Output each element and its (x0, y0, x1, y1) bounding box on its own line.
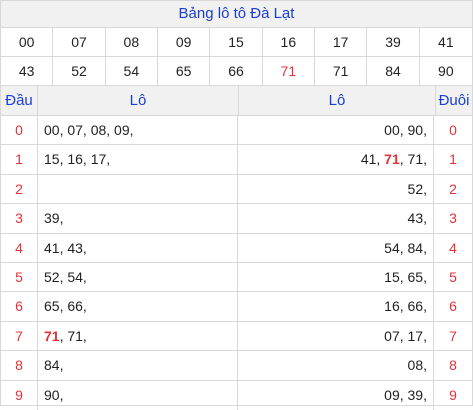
tail-digit: 9 (433, 380, 472, 410)
drawn-number: 90 (419, 57, 472, 86)
lo-right-cell: 00, 90, (237, 116, 433, 145)
drawn-number: 84 (367, 57, 420, 86)
lo-right-cell: 52, (237, 174, 433, 204)
lo-left-cell: 65, 66, (37, 292, 237, 321)
head-digit: 4 (15, 239, 23, 256)
lo-right-cell: 16, 66, (237, 292, 433, 321)
head-digit: 8 (15, 357, 23, 374)
highlighted-number: 71 (384, 151, 400, 168)
lo-right-cell: 07, 17, (237, 321, 433, 351)
number-text: 07, 17, (384, 327, 427, 344)
table-row: 5 52, 54, 15, 65, 5 (1, 262, 472, 293)
head-digit: 6 (15, 298, 23, 315)
lo-right-cell: 43, (237, 204, 433, 233)
lo-left-cell: 39, (37, 204, 237, 233)
header-dau: Đầu (5, 92, 33, 109)
drawn-number: 43 (1, 57, 54, 86)
number-text: 52, 54, (44, 268, 87, 285)
number-text: 84, (44, 357, 64, 374)
head-digit: 7 (15, 327, 23, 344)
tail-digit: 6 (433, 292, 472, 321)
drawn-number: 41 (419, 28, 472, 57)
lo-right-cell: 15, 65, (237, 262, 433, 292)
head-digit: 9 (15, 386, 23, 403)
number-text: 65, 66, (44, 298, 87, 315)
lo-right-cell: 41, 71, 71, (237, 145, 433, 174)
drawn-number: 15 (210, 28, 263, 57)
number-text: , 71, (59, 327, 87, 344)
lo-left-cell (37, 174, 237, 204)
drawn-number: 54 (105, 57, 158, 86)
number-text: 15, 16, 17, (44, 151, 111, 168)
lo-right-cell: 09, 39, (237, 380, 433, 410)
drawn-number: 66 (210, 57, 263, 86)
tail-digit: 1 (433, 145, 472, 174)
tail-digit: 5 (433, 262, 472, 292)
number-text: 41, 43, (44, 239, 87, 256)
tail-digit: 0 (433, 116, 472, 145)
table-body: 0 00, 07, 08, 09, 00, 90, 0 1 15, 16, 17, 41, … (1, 116, 472, 410)
drawn-number: 08 (105, 28, 158, 57)
lo-left-cell: 15, 16, 17, (37, 145, 237, 174)
number-text: 54, 84, (384, 239, 427, 256)
drawn-numbers-grid: 00 07 08 09 15 16 17 39 41 43 52 54 65 66 71 71 84 90 (1, 28, 472, 86)
lo-left-cell: 90, (37, 380, 237, 410)
drawn-number: 00 (1, 28, 54, 57)
number-text: 09, 39, (384, 386, 427, 403)
highlighted-number: 71 (44, 327, 60, 344)
header-duoi: Đuôi (435, 86, 472, 115)
drawn-number: 71 (314, 57, 368, 86)
drawn-number: 17 (314, 28, 368, 57)
table-header: Đầu Lô Lô Đuôi (1, 86, 472, 116)
table-row: 7 71, 71, 07, 17, 7 (1, 321, 472, 352)
tail-digit: 3 (433, 204, 472, 233)
table-row: 3 39, 43, 3 (1, 204, 472, 234)
tail-digit: 8 (433, 351, 472, 380)
table-row: 4 41, 43, 54, 84, 4 (1, 233, 472, 263)
head-digit: 0 (15, 122, 23, 138)
number-text: 00, 07, 08, 09, (44, 122, 134, 138)
number-text: 41, (360, 151, 385, 168)
table-row: 2 52, 2 (1, 174, 472, 205)
lo-left-cell: 84, (37, 351, 237, 380)
drawn-number: 07 (53, 28, 106, 57)
drawn-number: 52 (53, 57, 106, 86)
number-text: 15, 65, (384, 268, 427, 285)
table-row: 6 65, 66, 16, 66, 6 (1, 292, 472, 322)
number-text: 39, (44, 210, 64, 227)
number-text: 52, (407, 180, 427, 197)
header-lo-left: Lô (37, 86, 238, 115)
drawn-number: 39 (367, 28, 420, 57)
table-row: 0 00, 07, 08, 09, 00, 90, 0 (1, 116, 472, 146)
table-row: 8 84, 08, 8 (1, 351, 472, 381)
number-text: 16, 66, (384, 298, 427, 315)
tail-digit: 7 (433, 321, 472, 351)
number-text: 08, (407, 357, 427, 374)
head-digit: 1 (15, 151, 23, 168)
lo-left-cell: 41, 43, (37, 233, 237, 262)
board-title: Bảng lô tô Đà Lạt (1, 1, 472, 28)
number-text: 43, (407, 210, 427, 227)
tail-digit: 2 (433, 174, 472, 204)
table-row: 1 15, 16, 17, 41, 71, 71, 1 (1, 145, 472, 175)
head-digit: 3 (15, 210, 23, 227)
number-text: 90, (44, 386, 64, 403)
number-text: , 71, (399, 151, 427, 168)
drawn-number: 09 (157, 28, 211, 57)
drawn-number: 65 (157, 57, 211, 86)
lo-right-cell: 54, 84, (237, 233, 433, 262)
header-lo-right: Lô (238, 86, 435, 115)
drawn-number: 71 (262, 57, 315, 86)
head-digit: 5 (15, 268, 23, 285)
drawn-number: 16 (262, 28, 315, 57)
tail-digit: 4 (433, 233, 472, 262)
head-digit: 2 (15, 180, 23, 197)
lo-left-cell: 52, 54, (37, 262, 237, 292)
lo-left-cell: 00, 07, 08, 09, (37, 116, 237, 145)
lo-right-cell: 08, (237, 351, 433, 380)
number-text: 00, 90, (384, 122, 427, 138)
lo-left-cell: 71, 71, (37, 321, 237, 351)
table-row: 9 90, 09, 39, 9 (1, 380, 472, 410)
